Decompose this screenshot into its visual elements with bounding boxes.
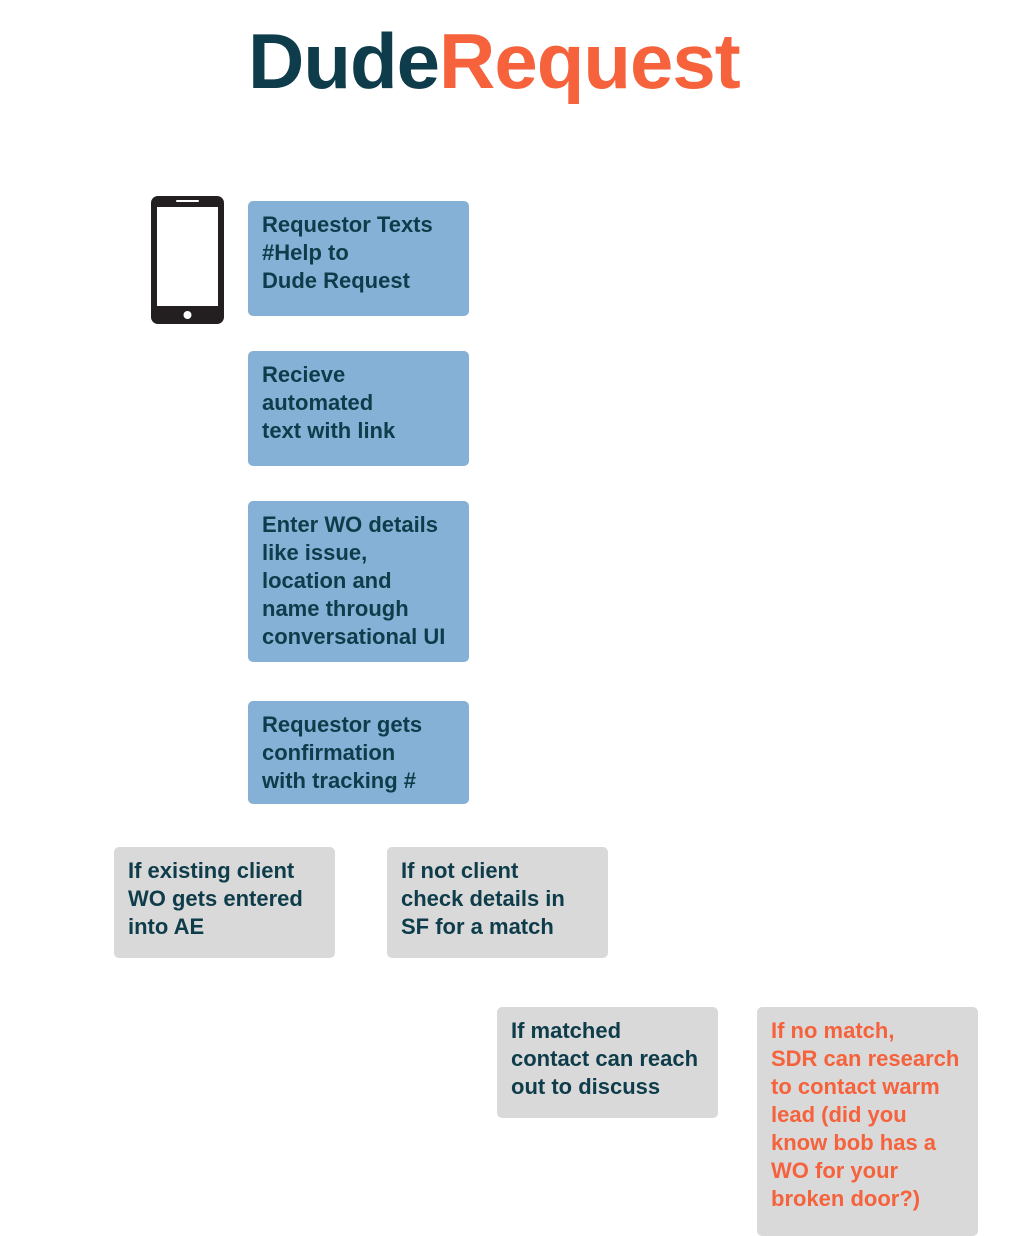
branch-no-match: If no match, SDR can research to contact… xyxy=(757,1007,978,1236)
logo: DudeRequest xyxy=(248,22,741,100)
logo-part-dude: Dude xyxy=(248,17,440,105)
branch-not-client: If not client check details in SF for a … xyxy=(387,847,608,958)
branch-matched: If matched contact can reach out to disc… xyxy=(497,1007,718,1118)
step-receive-text: Recieve automated text with link xyxy=(248,351,469,466)
step-confirmation: Requestor gets confirmation with trackin… xyxy=(248,701,469,804)
logo-part-request: Request xyxy=(439,17,741,105)
branch-existing-client: If existing client WO gets entered into … xyxy=(114,847,335,958)
step-requestor-texts: Requestor Texts #Help to Dude Request xyxy=(248,201,469,316)
smartphone-icon xyxy=(151,196,224,324)
step-enter-details: Enter WO details like issue, location an… xyxy=(248,501,469,662)
